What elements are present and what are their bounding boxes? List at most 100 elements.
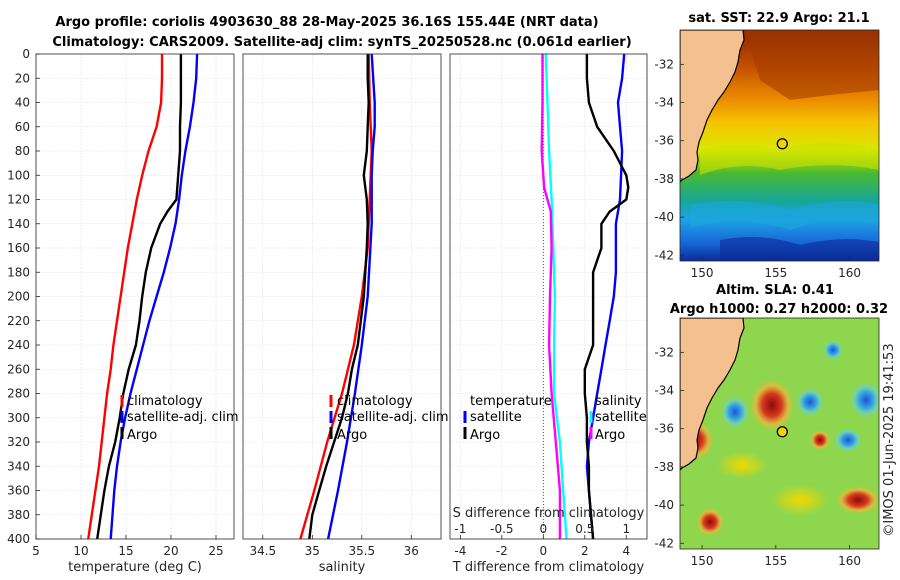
y-tick-label: 180 — [7, 265, 30, 279]
map-y-tick-label: -42 — [654, 248, 674, 262]
map-y-tick-label: -40 — [654, 498, 674, 512]
x-tick-label: 5 — [32, 544, 40, 558]
series-argo — [96, 54, 183, 540]
x-tick-label: 4 — [622, 544, 630, 558]
timestamp: ©IMOS 01-Jun-2025 19:41:53 — [882, 343, 897, 536]
x-tick-label: 34.5 — [249, 544, 276, 558]
map-y-tick-label: -32 — [654, 57, 674, 71]
s-diff-tick-label: 0 — [539, 522, 547, 536]
y-tick-label: 300 — [7, 411, 30, 425]
series-salinity-argo — [540, 54, 562, 539]
map-y-tick-label: -36 — [654, 422, 674, 436]
x-tick-label: 0 — [539, 544, 547, 558]
legend-label-climatology: climatology — [337, 394, 413, 409]
x-tick-label: 25 — [208, 544, 223, 558]
legend-label-t-satellite: satellite — [470, 410, 522, 425]
y-tick-label: 260 — [7, 362, 30, 376]
sst-map-ticks: 150 155 160 -32 -34 -36 -38 -40 -42 — [654, 57, 861, 280]
sla-low-eddy — [850, 382, 879, 418]
sla-map-title-line2: Argo h1000: 0.27 h2000: 0.32 — [670, 302, 888, 317]
map-x-tick-label: 155 — [764, 266, 787, 280]
y-tick-label: 140 — [7, 217, 30, 231]
legend-label-argo: Argo — [337, 428, 367, 443]
series-satellite-adj-clim — [326, 53, 376, 540]
legend-label-t-argo: Argo — [470, 428, 500, 443]
legend-header-temperature: temperature — [470, 394, 552, 409]
sla-low-eddy — [721, 396, 749, 428]
sla-map — [680, 318, 879, 549]
map-y-tick-label: -42 — [654, 536, 674, 550]
s-diff-tick-label: 0.5 — [575, 522, 594, 536]
figure-title-line2: Climatology: CARS2009. Satellite-adj cli… — [52, 35, 631, 50]
x-axis-label: T difference from climatology — [452, 560, 645, 575]
sla-argo-location-marker — [776, 426, 788, 438]
y-tick-label: 200 — [7, 290, 30, 304]
y-tick-label: 40 — [15, 96, 30, 110]
legend-label-s-argo: Argo — [595, 428, 625, 443]
sla-yellow-patch — [716, 451, 768, 479]
y-tick-label: 400 — [7, 532, 30, 546]
sst-cyan-band — [690, 201, 879, 230]
temperature-legend: climatology satellite-adj. clim Argo — [120, 394, 239, 443]
sst-warm-patch — [745, 30, 879, 100]
map-y-tick-label: -38 — [654, 172, 674, 186]
x-axis-label: salinity — [319, 560, 366, 575]
sst-map-title: sat. SST: 22.9 Argo: 21.1 — [688, 11, 869, 26]
y-tick-label: 240 — [7, 338, 30, 352]
x-tick-label: 35.5 — [348, 544, 375, 558]
sst-map — [680, 30, 879, 261]
sla-low-eddy — [834, 428, 862, 452]
x-tick-label: -2 — [496, 544, 508, 558]
sla-low-eddy — [796, 388, 824, 416]
x-tick-label: 35 — [305, 544, 320, 558]
map-y-tick-label: -32 — [654, 345, 674, 359]
map-y-tick-label: -34 — [654, 384, 674, 398]
legend-label-satellite: satellite-adj. clim — [337, 410, 449, 425]
sla-map-ticks: 150 155 160 -32 -34 -36 -38 -40 -42 — [654, 345, 861, 568]
sst-yellowgreen-band — [700, 142, 879, 175]
x-tick-label: 2 — [581, 544, 589, 558]
sla-high-eddy — [810, 430, 830, 450]
legend-label-s-satellite: satellite — [595, 410, 647, 425]
s-diff-tick-label: 1 — [622, 522, 630, 536]
y-tick-label: 360 — [7, 484, 30, 498]
y-tick-label: 380 — [7, 508, 30, 522]
sst-land — [680, 30, 745, 183]
figure-title-line1: Argo profile: coriolis 4903630_88 28-May… — [55, 15, 598, 30]
series-temperature-satellite — [585, 53, 626, 540]
map-y-tick-label: -38 — [654, 460, 674, 474]
sst-deepblue-band — [720, 236, 879, 261]
y-tick-label: 280 — [7, 387, 30, 401]
legend-label-climatology: climatology — [127, 394, 203, 409]
legend-label-satellite: satellite-adj. clim — [127, 410, 239, 425]
y-tick-label: 60 — [15, 120, 30, 134]
map-y-tick-label: -40 — [654, 210, 674, 224]
difference-legend: temperature satellite Argo salinity sate… — [463, 394, 647, 443]
y-tick-label: 80 — [15, 144, 30, 158]
y-tick-label: 0 — [22, 47, 30, 61]
temperature-panel: 5 10 15 20 25 temperature (deg C) 0 20 40 60 80 100… — [7, 47, 235, 575]
x-tick-label: 15 — [118, 544, 133, 558]
series-climatology — [87, 54, 164, 540]
series-satellite-adj-clim — [109, 53, 199, 540]
map-x-tick-label: 150 — [691, 554, 714, 568]
legend-header-salinity: salinity — [595, 394, 642, 409]
map-x-tick-label: 155 — [764, 554, 787, 568]
sst-map-frame — [679, 29, 880, 262]
y-tick-label: 160 — [7, 241, 30, 255]
sla-yellow-patch — [770, 484, 830, 516]
y-tick-label: 100 — [7, 168, 30, 182]
x-tick-label: 10 — [73, 544, 88, 558]
sst-argo-location-marker — [776, 138, 788, 150]
sla-map-frame — [679, 317, 880, 550]
sla-map-title-line1: Altim. SLA: 0.41 — [716, 283, 834, 298]
series-climatology — [299, 53, 373, 540]
series-salinity-satellite — [544, 53, 568, 540]
series-argo — [308, 54, 370, 540]
y-tick-label: 120 — [7, 193, 30, 207]
s-diff-tick-label: -0.5 — [490, 522, 513, 536]
legend-label-argo: Argo — [127, 428, 157, 443]
salinity-panel: 34.5 35 35.5 36 salinity — [242, 53, 442, 575]
difference-panel: -4 -2 0 2 4 T difference from climatology — [449, 53, 648, 575]
